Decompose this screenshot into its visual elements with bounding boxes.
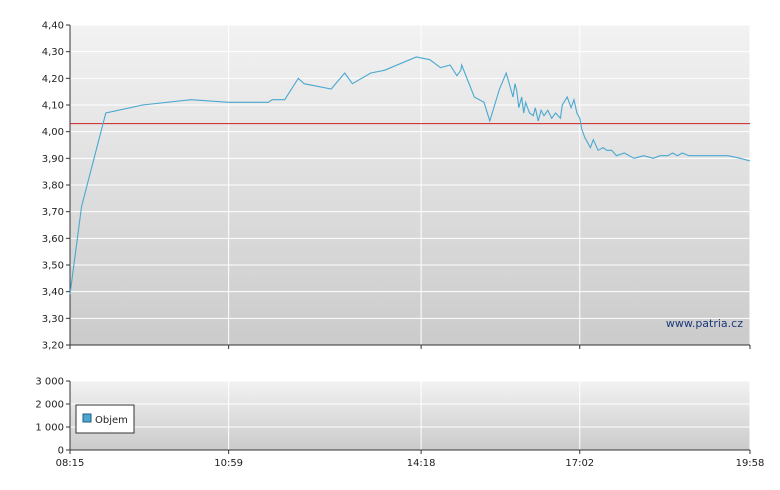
x-tick-label: 14:18 [407, 458, 436, 469]
price-y-tick-label: 4,30 [42, 47, 64, 58]
volume-y-tick-label: 1 000 [35, 423, 64, 434]
price-y-tick-label: 3,20 [42, 341, 64, 352]
volume-y-tick-label: 3 000 [35, 377, 64, 388]
x-tick-label: 19:58 [736, 458, 765, 469]
watermark: www.patria.cz [666, 317, 743, 330]
legend-swatch [82, 413, 92, 423]
price-y-tick-label: 4,40 [42, 21, 64, 32]
volume-y-axis: 3 000 2 000 1 000 0 [35, 377, 70, 457]
legend-label: Objem [95, 415, 128, 426]
price-y-tick-label: 3,40 [42, 287, 64, 298]
price-y-tick-label: 3,70 [42, 207, 64, 218]
volume-y-tick-label: 2 000 [35, 400, 64, 411]
price-panel: 4,40 4,30 4,20 4,10 4,00 3,90 3,80 3,70 3,60 3,50… [42, 21, 751, 352]
price-y-tick-label: 3,90 [42, 154, 64, 165]
x-tick-label: 17:02 [565, 458, 594, 469]
price-y-tick-label: 4,10 [42, 101, 64, 112]
volume-legend: Objem [75, 404, 135, 434]
price-y-tick-label: 3,50 [42, 261, 64, 272]
price-y-tick-label: 4,00 [42, 127, 64, 138]
x-tick-label: 10:59 [214, 458, 243, 469]
price-y-tick-label: 3,30 [42, 314, 64, 325]
price-series-line [69, 56, 751, 295]
volume-plot-background [70, 381, 750, 450]
volume-y-tick-label: 0 [58, 446, 64, 457]
price-y-tick-label: 3,60 [42, 234, 64, 245]
price-y-tick-label: 4,20 [42, 74, 64, 85]
price-y-axis: 4,40 4,30 4,20 4,10 4,00 3,90 3,80 3,70 3,60 3,50… [42, 21, 70, 352]
x-axis-time-labels: 08:15 10:59 14:18 17:02 19:58 [56, 450, 765, 469]
price-y-tick-label: 3,80 [42, 181, 64, 192]
volume-panel: 3 000 2 000 1 000 0 08:15 10:59 14:18 17:02 19:… [35, 377, 764, 470]
price-grid [69, 24, 751, 346]
price-x-ticks [69, 345, 751, 349]
x-tick-label: 08:15 [56, 458, 85, 469]
